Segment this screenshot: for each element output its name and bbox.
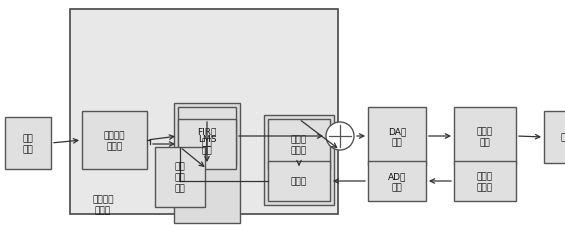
Text: 加速度
传感器: 加速度 传感器: [477, 171, 493, 191]
Bar: [264, 115, 334, 205]
Bar: [268, 119, 330, 169]
Text: 频率
设置: 频率 设置: [23, 133, 33, 153]
Text: 数字信号
处理器: 数字信号 处理器: [92, 194, 114, 214]
Text: 自适
应控
制器: 自适 应控 制器: [175, 162, 185, 193]
Text: 电磁铁: 电磁铁: [561, 133, 565, 142]
Bar: [178, 119, 236, 169]
Bar: [454, 108, 516, 165]
Bar: [368, 161, 426, 201]
Text: FIR滤
波器: FIR滤 波器: [197, 126, 217, 146]
Bar: [155, 147, 205, 207]
Text: 积分器: 积分器: [291, 177, 307, 186]
Bar: [70, 10, 338, 214]
Text: 正弦信号
发生器: 正弦信号 发生器: [104, 130, 125, 150]
Bar: [82, 112, 147, 169]
Text: 负反馈
控制器: 负反馈 控制器: [291, 134, 307, 154]
Bar: [454, 161, 516, 201]
Bar: [178, 108, 236, 165]
Bar: [544, 112, 565, 163]
Bar: [268, 161, 330, 201]
Bar: [368, 108, 426, 165]
Text: DA转
换器: DA转 换器: [388, 126, 406, 146]
Text: LMS
算法: LMS 算法: [198, 134, 216, 154]
Text: AD转
换器: AD转 换器: [388, 171, 406, 191]
Circle shape: [326, 122, 354, 150]
Bar: [174, 104, 240, 223]
Text: 功率放
大器: 功率放 大器: [477, 126, 493, 146]
Bar: [5, 117, 51, 169]
